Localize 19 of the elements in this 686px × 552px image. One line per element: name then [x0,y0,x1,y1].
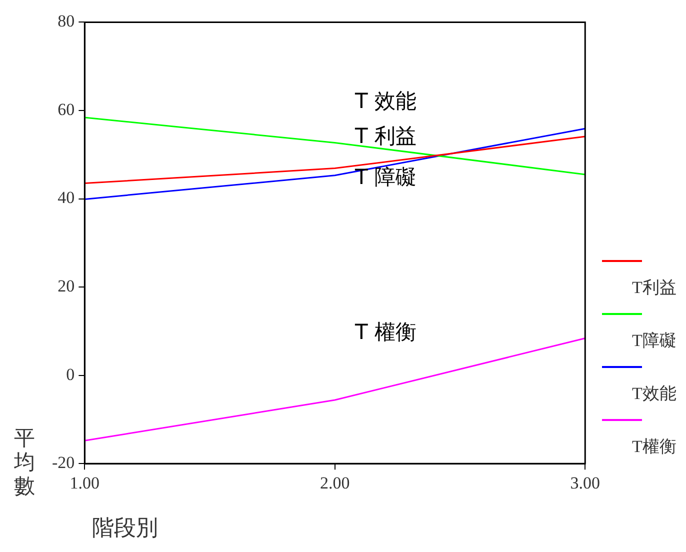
legend-label: T利益 [632,277,676,299]
y-tick-label: 80 [58,12,75,31]
y-axis-title: 平均數 [14,426,36,498]
annotation: T 權衡 [355,319,417,345]
y-tick-label: 60 [58,100,75,119]
legend-label: T效能 [632,383,676,405]
x-axis-title: 階段別 [92,514,158,542]
y-tick-label: 20 [58,276,75,296]
x-tick-label: 2.00 [320,473,350,492]
y-tick-label: -20 [52,453,75,472]
x-tick-label: 1.00 [70,473,100,492]
y-tick-label: 0 [66,364,75,384]
annotation: T 利益 [355,123,417,149]
legend-label: T權衡 [632,436,676,458]
annotation: T 障礙 [355,164,417,190]
y-tick-label: 40 [58,188,75,208]
x-tick-label: 3.00 [570,473,600,492]
legend-label: T障礙 [632,330,676,352]
annotation: T 效能 [355,88,417,114]
